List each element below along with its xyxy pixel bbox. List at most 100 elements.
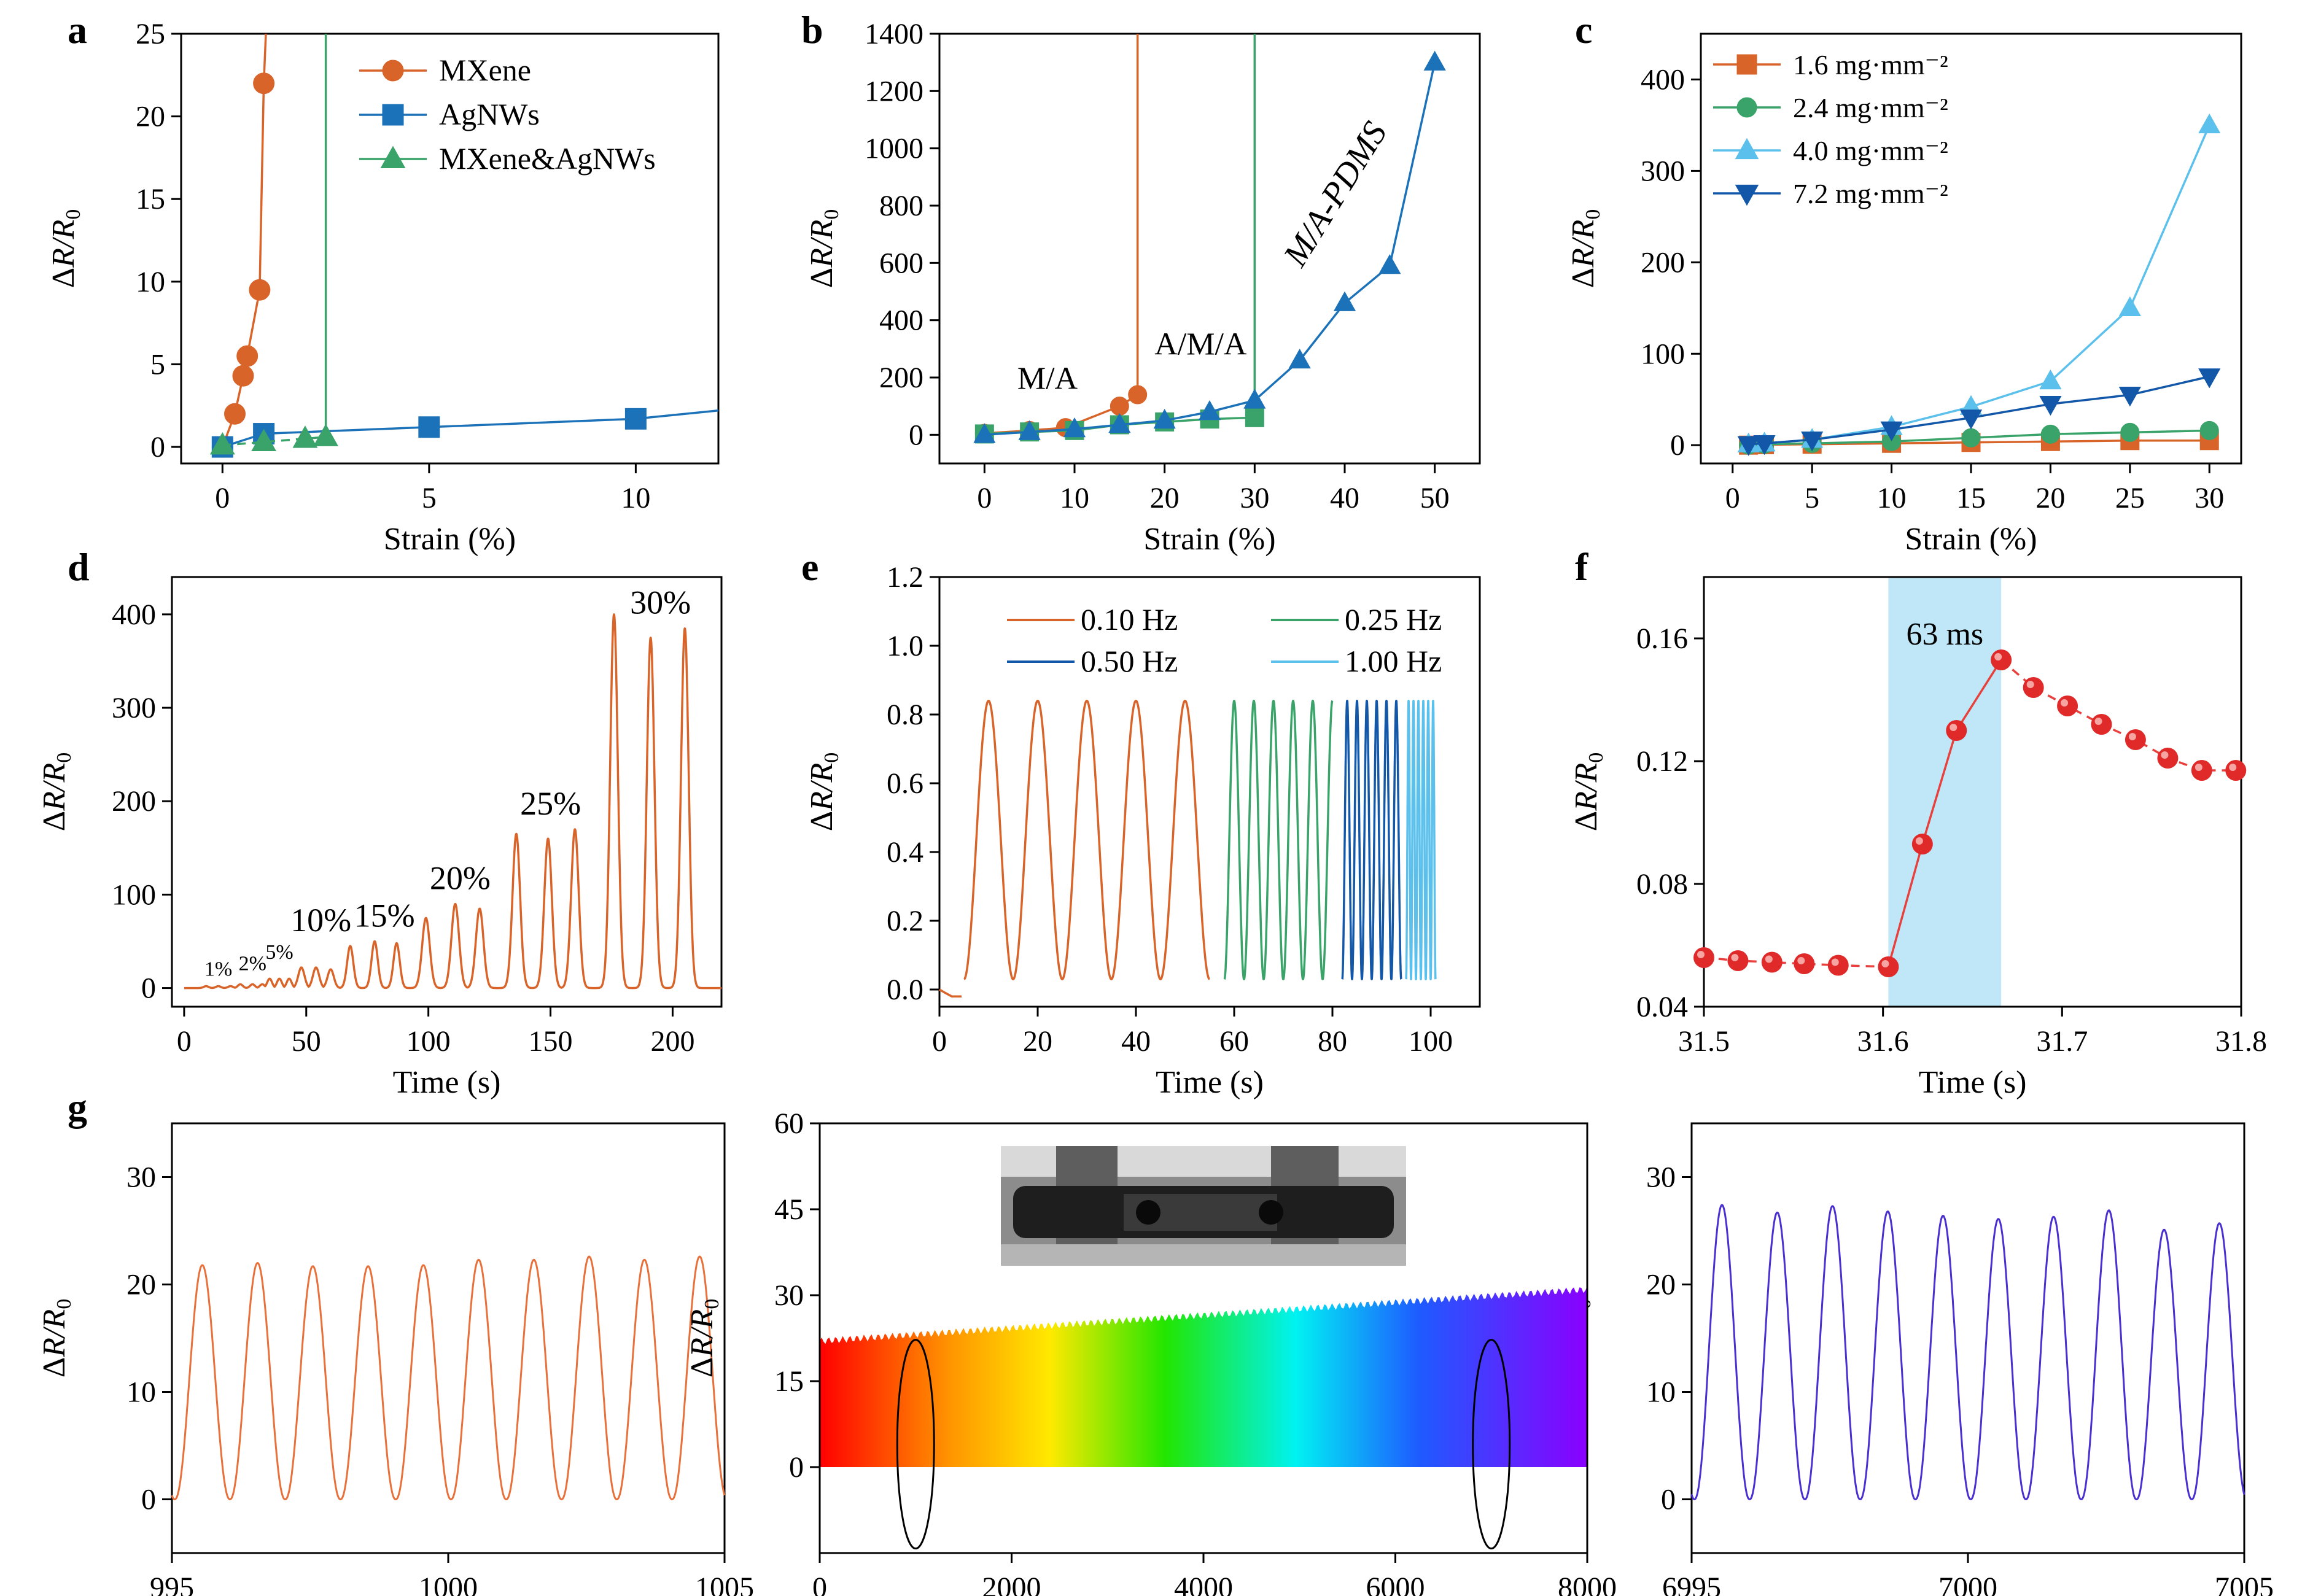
marker-triangle xyxy=(1333,291,1356,311)
marker-circle xyxy=(382,60,404,82)
y-label-r: R/R xyxy=(804,763,839,812)
y-tick-label: 30 xyxy=(126,1161,156,1194)
data-point xyxy=(2057,695,2078,716)
y-tick-label: 0.16 xyxy=(1636,622,1688,655)
x-tick-label: 30 xyxy=(2195,482,2224,514)
highlight-ellipse xyxy=(1472,1339,1511,1550)
marker-circle xyxy=(232,365,254,387)
data-point xyxy=(1761,951,1783,973)
marker-square xyxy=(624,408,647,430)
data-point-highlight xyxy=(1697,951,1705,958)
x-tick-label: 7000 xyxy=(1938,1571,1997,1596)
series-tail xyxy=(636,409,718,420)
y-axis-label: ΔR/R0 xyxy=(804,753,843,831)
x-tick-label: 0 xyxy=(1725,482,1740,514)
x-tick-label: 15 xyxy=(1956,482,1986,514)
photo-base xyxy=(1001,1244,1406,1266)
legend-label: 2.4 mg·mm⁻² xyxy=(1793,92,1948,123)
series xyxy=(211,34,275,458)
panel-letter-a: a xyxy=(68,8,87,52)
y-tick-label: 25 xyxy=(136,18,165,50)
x-tick-label: 0 xyxy=(177,1025,192,1058)
x-tick-label: 31.6 xyxy=(1857,1025,1909,1058)
marker-triangle xyxy=(1735,138,1759,160)
legend-label: 0.50 Hz xyxy=(1081,644,1178,678)
y-label-sub: 0 xyxy=(62,209,85,220)
legend-c: 1.6 mg·mm⁻² 2.4 mg·mm⁻² 4.0 mg·mm⁻² 7.2 mg·… xyxy=(1713,49,1948,209)
stage-label: 15% xyxy=(354,897,415,934)
y-tick-label: 0.12 xyxy=(1636,745,1688,778)
y-tick-label: 0 xyxy=(789,1451,804,1484)
y-label-delta: Δ xyxy=(1569,811,1604,831)
data-point-highlight xyxy=(1994,653,2002,660)
data-point-highlight xyxy=(2061,699,2069,707)
shade-label: 63 ms xyxy=(1906,617,1983,652)
y-tick-label: 200 xyxy=(879,362,923,394)
signal-line xyxy=(183,613,723,990)
x-tick-label: 5 xyxy=(422,482,437,514)
panel-f: 31.5 31.6 31.7 31.8 0.04 0.08 0.12 0.16 Time (s)… xyxy=(1569,576,2267,1100)
plot-area xyxy=(1737,113,2221,456)
marker-triangle xyxy=(292,425,318,448)
data-point-highlight xyxy=(1765,955,1773,963)
series-line xyxy=(1748,375,2210,446)
y-label-sub: 0 xyxy=(1585,753,1608,763)
marker-square xyxy=(382,104,404,126)
data-point xyxy=(1794,953,1815,974)
x-axis-label: Strain (%) xyxy=(384,522,516,557)
y-label-r: R/R xyxy=(46,220,81,268)
y-tick-label: 20 xyxy=(1646,1269,1676,1301)
electrode-left xyxy=(1136,1200,1160,1225)
signal-0.10 Hz xyxy=(963,699,1211,980)
cycle-envelope xyxy=(820,1286,1587,1467)
legend-label: MXene xyxy=(439,53,531,87)
marker-triangle xyxy=(2198,113,2221,134)
marker-triangle-down xyxy=(2198,368,2221,389)
data-point-highlight xyxy=(2026,681,2034,688)
marker-triangle-down xyxy=(1880,421,1903,441)
x-tick-label: 995 xyxy=(150,1571,194,1596)
panel-letter-c: c xyxy=(1575,8,1592,52)
y-tick-label: 30 xyxy=(774,1279,804,1312)
marker-triangle-down xyxy=(1801,432,1824,452)
legend-label: 0.25 Hz xyxy=(1345,602,1442,637)
plot-area xyxy=(973,34,1446,444)
y-tick-label: 0.08 xyxy=(1636,868,1688,901)
marker-triangle xyxy=(1288,348,1311,369)
x-tick-label: 6995 xyxy=(1662,1571,1721,1596)
y-label-r: R/R xyxy=(804,220,839,268)
y-tick-label: 1.0 xyxy=(887,630,923,662)
data-point xyxy=(2091,714,2112,735)
annotation: M/A xyxy=(1017,362,1078,397)
legend-label: MXene&AgNWs xyxy=(439,141,656,176)
y-label-delta: Δ xyxy=(37,811,72,831)
series xyxy=(973,50,1446,443)
x-tick-label: 1000 xyxy=(419,1571,478,1596)
y-tick-label: 1.2 xyxy=(887,561,923,594)
y-tick-label: 10 xyxy=(1646,1376,1676,1409)
data-point-highlight xyxy=(1881,960,1889,967)
data-point xyxy=(2225,760,2247,781)
x-tick-label: 50 xyxy=(1420,482,1450,514)
data-point xyxy=(1991,649,2012,670)
marker-circle xyxy=(253,72,275,95)
marker-triangle xyxy=(1378,254,1401,274)
y-axis-label: ΔR/R0 xyxy=(804,209,843,288)
series-line xyxy=(222,417,636,448)
y-axis-label: ΔR/R0 xyxy=(46,209,85,288)
x-tick-label: 100 xyxy=(1409,1025,1453,1058)
y-label-r: R/R xyxy=(37,763,72,812)
stage-label: 5% xyxy=(265,941,293,964)
x-tick-label: 5 xyxy=(1805,482,1819,514)
marker-triangle-down xyxy=(1753,435,1776,455)
x-tick-label: 8000 xyxy=(1558,1571,1617,1596)
y-axis-label: ΔR/R0 xyxy=(685,1299,723,1377)
marker-triangle xyxy=(2039,369,2062,390)
x-tick-label: 200 xyxy=(650,1025,694,1058)
x-tick-label: 31.8 xyxy=(2215,1025,2267,1058)
data-point-highlight xyxy=(2094,718,2102,725)
y-label-delta: Δ xyxy=(46,268,81,288)
